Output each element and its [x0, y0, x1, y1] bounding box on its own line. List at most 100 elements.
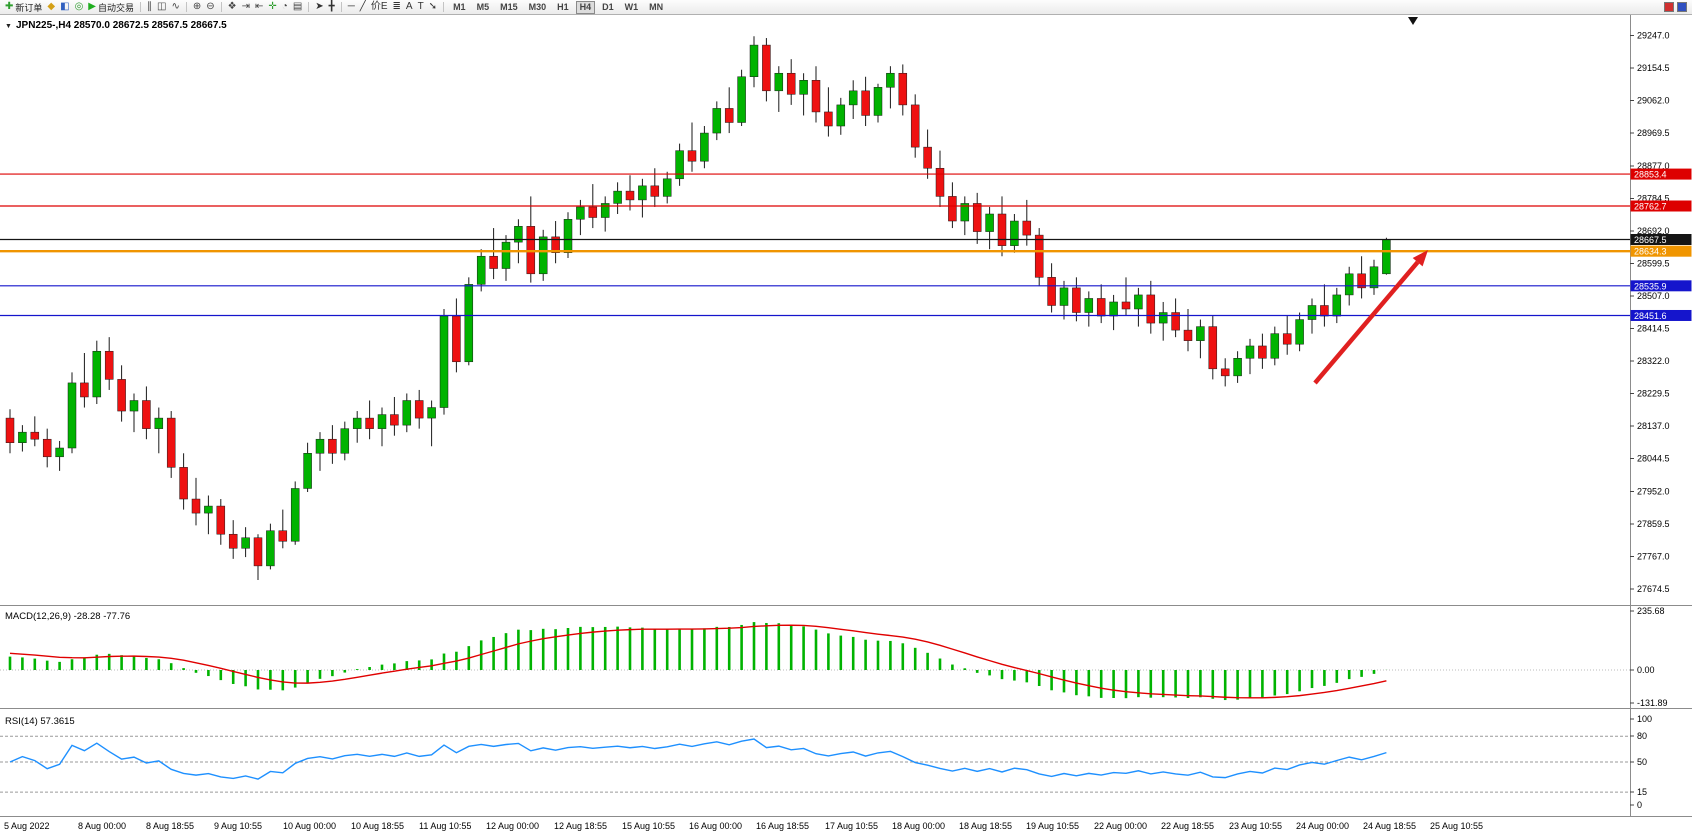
svg-text:28667.5: 28667.5 — [1634, 235, 1667, 245]
timeframe-button-M15[interactable]: M15 — [500, 1, 518, 12]
periods-button[interactable]: ◔ — [281, 1, 289, 14]
toolbar-items: ✚ 新订单 ◆ ◧ ◎ ▶ 自动交易 ∥ ◫ ∿ ⊕ ⊖ ❖ ⇥ ⇤ ✛ ◔ ▤ ➤ ╋ ─ ╱ 价E ≣ A T ➘ M1 M5 M15… — [4, 0, 667, 14]
candlestick-chart-button[interactable]: ◫ — [156, 1, 167, 14]
svg-text:28044.5: 28044.5 — [1637, 454, 1670, 464]
svg-text:9 Aug 10:55: 9 Aug 10:55 — [214, 821, 262, 831]
bid-price-price-tag: 28667.5 — [1630, 234, 1692, 246]
svg-text:11 Aug 10:55: 11 Aug 10:55 — [419, 821, 471, 831]
svg-text:27674.5: 27674.5 — [1637, 584, 1670, 594]
svg-text:24 Aug 18:55: 24 Aug 18:55 — [1363, 821, 1416, 831]
svg-text:50: 50 — [1637, 757, 1647, 767]
timeframe-button-D1[interactable]: D1 — [602, 1, 614, 12]
svg-text:18 Aug 18:55: 18 Aug 18:55 — [959, 821, 1012, 831]
horizontal-levels[interactable]: 28853.4 28762.7 28667.5 28634.3 28535.9 28451… — [0, 168, 1692, 321]
svg-text:23 Aug 10:55: 23 Aug 10:55 — [1229, 821, 1282, 831]
svg-text:16 Aug 18:55: 16 Aug 18:55 — [756, 821, 809, 831]
text-icon: A — [405, 1, 413, 12]
window-red-icon[interactable] — [1664, 2, 1674, 12]
svg-text:0.00: 0.00 — [1637, 665, 1655, 675]
svg-text:12 Aug 00:00: 12 Aug 00:00 — [486, 821, 539, 831]
new-order-icon: ✚ — [5, 1, 14, 12]
rsi-label: RSI(14) 57.3615 — [5, 716, 75, 727]
timeframe-button-H4[interactable]: H4 — [575, 0, 596, 14]
timeframe-button-M30[interactable]: M30 — [528, 1, 547, 12]
svg-text:28599.5: 28599.5 — [1637, 258, 1670, 268]
macd-histogram — [8, 622, 1388, 701]
equidistant-channel-button[interactable]: 价E — [370, 1, 389, 14]
svg-text:28784.5: 28784.5 — [1637, 193, 1670, 203]
macd-signal-line — [9, 624, 1387, 699]
svg-text:25 Aug 10:55: 25 Aug 10:55 — [1430, 821, 1483, 831]
equidistant-channel-icon: 价E — [370, 1, 388, 12]
svg-text:17 Aug 10:55: 17 Aug 10:55 — [825, 821, 878, 831]
data-window-button[interactable]: ◧ — [59, 1, 70, 14]
toolbar-separator — [220, 2, 222, 12]
svg-text:15 Aug 10:55: 15 Aug 10:55 — [622, 821, 675, 831]
pivot-line-price-tag: 28634.3 — [1630, 245, 1692, 257]
line-chart-button[interactable]: ∿ — [170, 1, 180, 14]
timeframe-button-H1[interactable]: H1 — [557, 1, 569, 12]
text-label-button[interactable]: T — [417, 1, 425, 14]
svg-text:15: 15 — [1637, 787, 1647, 797]
svg-text:28137.0: 28137.0 — [1637, 421, 1670, 431]
trendline-button[interactable]: ╱ — [359, 1, 367, 14]
time-axis[interactable]: 5 Aug 2022 8 Aug 00:00 8 Aug 18:55 9 Aug 10… — [4, 821, 1483, 831]
svg-text:28414.5: 28414.5 — [1637, 324, 1670, 334]
panel-frame — [0, 15, 1692, 817]
data-window-icon: ◧ — [60, 1, 70, 12]
timeframe-button-M1[interactable]: M1 — [453, 1, 466, 12]
svg-text:28322.0: 28322.0 — [1637, 356, 1670, 366]
crosshair-button[interactable]: ╋ — [328, 1, 336, 14]
price-axis[interactable]: 29247.0 29154.5 29062.0 28969.5 28877.0 28784… — [1630, 31, 1670, 810]
timeframe-button-MN[interactable]: MN — [649, 1, 664, 12]
zoom-out-icon: ⊖ — [206, 1, 215, 12]
new-order-button[interactable]: ✚ 新订单 — [4, 1, 43, 14]
svg-text:8 Aug 18:55: 8 Aug 18:55 — [146, 821, 194, 831]
svg-text:27952.0: 27952.0 — [1637, 486, 1670, 496]
timeframe-button-M5[interactable]: M5 — [476, 1, 490, 12]
svg-text:29247.0: 29247.0 — [1637, 31, 1670, 41]
svg-text:28853.4: 28853.4 — [1634, 170, 1667, 180]
indicators-button[interactable]: ✛ — [267, 1, 277, 14]
svg-text:28535.9: 28535.9 — [1634, 281, 1667, 291]
navigator-button[interactable]: ◎ — [74, 1, 85, 14]
svg-text:5 Aug 2022: 5 Aug 2022 — [4, 821, 50, 831]
text-button[interactable]: A — [405, 1, 414, 14]
cursor-button[interactable]: ➤ — [314, 1, 324, 14]
svg-text:0: 0 — [1637, 800, 1642, 810]
bar-chart-button[interactable]: ∥ — [146, 1, 153, 14]
tile-windows-button[interactable]: ❖ — [227, 1, 238, 14]
fibonacci-button[interactable]: ≣ — [392, 1, 402, 14]
support-2-price-tag: 28451.6 — [1630, 309, 1692, 321]
new-order-label: 新订单 — [15, 2, 43, 13]
autotrading-button[interactable]: ▶ 自动交易 — [87, 1, 135, 14]
arrows-tool-icon: ➘ — [428, 1, 438, 12]
fibonacci-icon: ≣ — [392, 1, 401, 12]
svg-text:19 Aug 10:55: 19 Aug 10:55 — [1026, 821, 1079, 831]
svg-text:12 Aug 18:55: 12 Aug 18:55 — [554, 821, 607, 831]
svg-text:24 Aug 00:00: 24 Aug 00:00 — [1296, 821, 1349, 831]
svg-text:10 Aug 18:55: 10 Aug 18:55 — [351, 821, 404, 831]
chart-shift-marker-icon[interactable] — [1408, 17, 1418, 25]
zoom-out-button[interactable]: ⊖ — [205, 1, 215, 14]
zoom-in-icon: ⊕ — [192, 1, 202, 12]
arrows-tool-button[interactable]: ➘ — [428, 1, 438, 14]
templates-button[interactable]: ▤ — [292, 1, 303, 14]
svg-text:235.68: 235.68 — [1637, 606, 1665, 616]
svg-text:18 Aug 00:00: 18 Aug 00:00 — [892, 821, 945, 831]
collapse-triangle-icon[interactable]: ▼ — [5, 23, 12, 30]
annotation-arrow[interactable] — [1313, 250, 1428, 385]
zoom-in-button[interactable]: ⊕ — [192, 1, 202, 14]
window-blue-icon[interactable] — [1677, 2, 1687, 12]
market-watch-button[interactable]: ◆ — [46, 1, 56, 14]
toolbar-separator — [185, 2, 187, 12]
horizontal-line-button[interactable]: ─ — [347, 1, 356, 14]
auto-scroll-button[interactable]: ⇥ — [241, 1, 251, 14]
svg-text:29062.0: 29062.0 — [1637, 96, 1670, 106]
templates-icon: ▤ — [292, 1, 303, 12]
market-watch-icon: ◆ — [47, 1, 56, 12]
bar-chart-icon: ∥ — [147, 1, 153, 12]
chart-shift-button[interactable]: ⇤ — [254, 1, 264, 14]
timeframe-button-W1[interactable]: W1 — [624, 1, 639, 12]
